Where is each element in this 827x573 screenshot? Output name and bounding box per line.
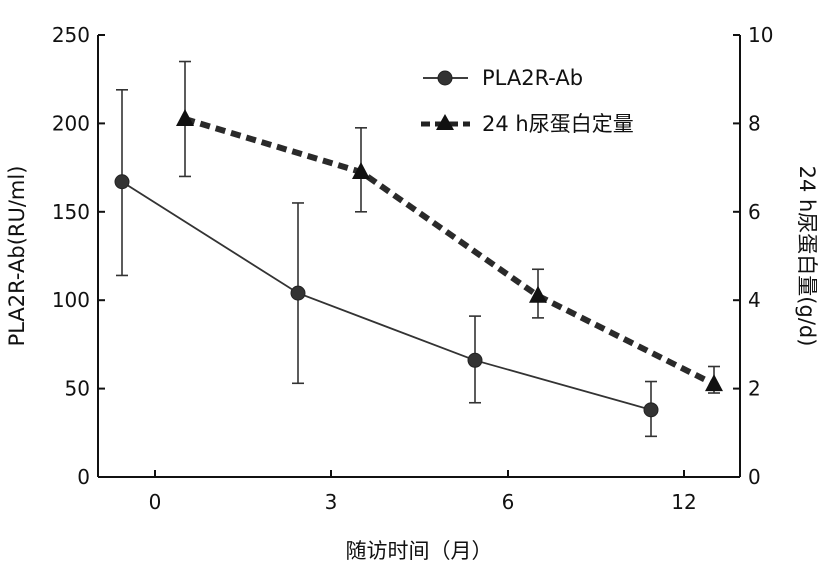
x-tick-label: 3 <box>325 490 338 514</box>
y-axis-left-title: PLA2R-Ab(RU/ml) <box>5 166 29 347</box>
y-right-tick-label: 0 <box>748 465 761 489</box>
data-point-proteinuria <box>529 285 547 303</box>
legend-marker-proteinuria <box>436 114 454 130</box>
data-point-proteinuria <box>352 162 370 180</box>
legend-marker-pla2r <box>437 70 453 86</box>
data-point-proteinuria <box>705 374 723 392</box>
x-tick-label: 12 <box>671 490 696 514</box>
x-tick-label: 0 <box>149 490 162 514</box>
y-left-tick-label: 100 <box>52 288 90 312</box>
legend-label-pla2r: PLA2R-Ab <box>482 66 583 90</box>
data-point-pla2r <box>643 402 659 418</box>
y-left-tick-label: 150 <box>52 200 90 224</box>
proteinuria-line <box>184 116 716 387</box>
y-right-tick-label: 10 <box>748 23 773 47</box>
y-right-tick-label: 2 <box>748 377 761 401</box>
x-axis: 0 3 6 12 <box>149 470 697 514</box>
data-point-pla2r <box>114 174 130 190</box>
data-point-pla2r <box>467 352 483 368</box>
y-axis-right-title: 24 h尿蛋白量(g/d) <box>795 166 819 347</box>
y-right-tick-label: 8 <box>748 111 761 135</box>
legend: PLA2R-Ab 24 h尿蛋白定量 <box>421 66 634 136</box>
legend-item-pla2r: PLA2R-Ab <box>423 66 583 90</box>
y-axis-right: 0 2 4 6 8 10 <box>733 23 773 489</box>
y-left-tick-label: 200 <box>52 111 90 135</box>
data-point-proteinuria <box>176 108 194 126</box>
plot-area <box>114 60 723 438</box>
y-left-tick-label: 250 <box>52 23 90 47</box>
y-right-tick-label: 4 <box>748 288 761 312</box>
data-point-pla2r <box>290 285 306 301</box>
legend-item-proteinuria: 24 h尿蛋白定量 <box>421 112 634 136</box>
y-left-tick-label: 0 <box>77 465 90 489</box>
pla2r-line <box>121 180 652 411</box>
y-axis-left: 0 50 100 150 200 250 <box>52 23 105 489</box>
legend-label-proteinuria: 24 h尿蛋白定量 <box>482 112 634 136</box>
y-right-tick-label: 6 <box>748 200 761 224</box>
y-left-tick-label: 50 <box>65 377 90 401</box>
axes-frame <box>97 35 741 478</box>
x-tick-label: 6 <box>502 490 515 514</box>
x-axis-title: 随访时间（月） <box>346 539 493 563</box>
